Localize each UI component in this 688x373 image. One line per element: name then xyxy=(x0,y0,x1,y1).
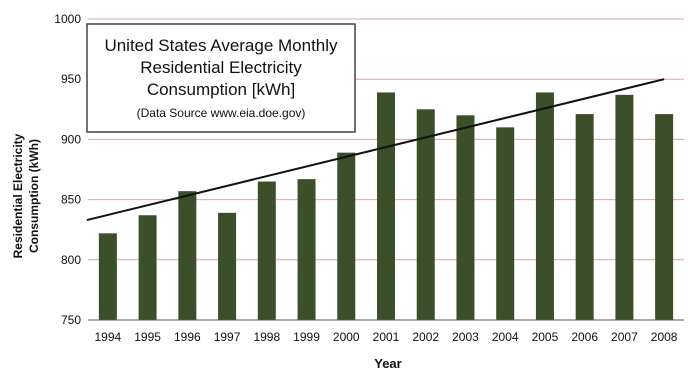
x-tick-label: 1997 xyxy=(214,330,241,344)
y-axis-label-line-2: Consumption (kWh) xyxy=(27,139,41,253)
x-tick-label: 2004 xyxy=(492,330,519,344)
x-tick-label: 1996 xyxy=(174,330,201,344)
y-tick-label: 850 xyxy=(61,193,81,207)
title-line-2: Residential Electricity xyxy=(140,58,302,77)
bar-1999 xyxy=(297,179,316,320)
x-tick-labels: 1994 1995 1996 1997 1998 1999 2000 2001 2002 2003… xyxy=(95,330,678,344)
y-tick-label: 750 xyxy=(61,313,81,327)
bars xyxy=(98,92,674,321)
title-box: United States Average Monthly Residentia… xyxy=(86,23,356,133)
x-tick-label: 1999 xyxy=(293,330,320,344)
bar-1994 xyxy=(98,233,117,320)
x-tick-label: 2003 xyxy=(452,330,479,344)
title-line-1: United States Average Monthly xyxy=(104,36,338,55)
y-axis-label: Residential Electricity Consumption (kWh… xyxy=(11,133,41,258)
y-tick-label: 950 xyxy=(61,72,81,86)
y-tick-label: 800 xyxy=(61,253,81,267)
x-tick-label: 2007 xyxy=(611,330,638,344)
y-axis-label-line-1: Residential Electricity xyxy=(11,133,25,258)
title-line-3: Consumption [kWh] xyxy=(147,80,295,99)
x-tick-label: 1998 xyxy=(253,330,280,344)
x-tick-label: 2008 xyxy=(651,330,678,344)
bar-2004 xyxy=(496,127,515,320)
x-tick-label: 2005 xyxy=(532,330,559,344)
x-tick-label: 2002 xyxy=(412,330,439,344)
bar-2000 xyxy=(337,152,356,320)
y-tick-label: 1000 xyxy=(54,12,81,26)
bar-2008 xyxy=(655,114,674,320)
subtitle: (Data Source www.eia.doe.gov) xyxy=(137,106,306,120)
x-tick-label: 1995 xyxy=(134,330,161,344)
bar-1996 xyxy=(178,191,197,320)
bar-1997 xyxy=(218,212,237,320)
bar-2006 xyxy=(575,114,594,320)
bar-2002 xyxy=(416,109,435,320)
x-tick-label: 1994 xyxy=(95,330,122,344)
x-tick-label: 2006 xyxy=(571,330,598,344)
bar-1998 xyxy=(257,181,276,320)
bar-2007 xyxy=(615,94,634,321)
y-tick-labels: 1000 950 900 850 800 750 xyxy=(54,12,81,327)
trend-line xyxy=(86,78,665,222)
title-box-frame xyxy=(86,23,356,133)
bar-2001 xyxy=(377,92,395,320)
x-tick-label: 2001 xyxy=(373,330,400,344)
y-tick-label: 900 xyxy=(61,132,81,146)
x-axis-label: Year xyxy=(374,356,401,371)
bar-2005 xyxy=(535,92,554,320)
bar-2003 xyxy=(456,115,475,320)
x-tick-label: 2000 xyxy=(333,330,360,344)
bar-1995 xyxy=(138,215,157,320)
